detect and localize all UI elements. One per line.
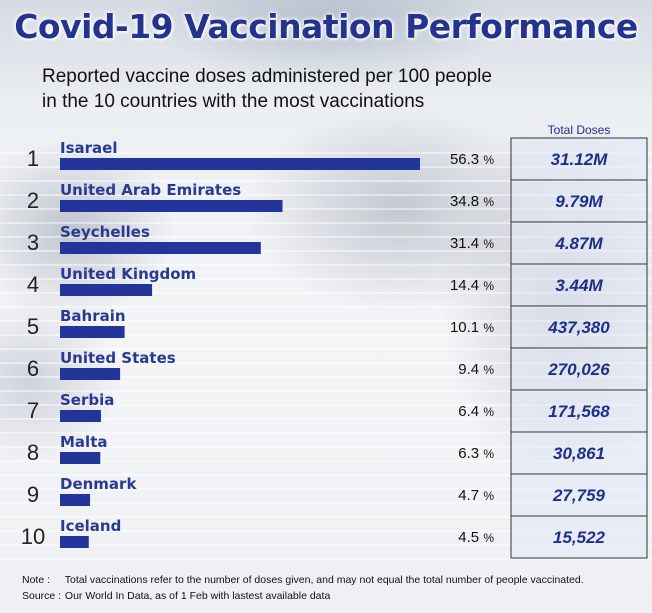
country-label: United Kingdom <box>60 265 196 283</box>
bar <box>60 410 101 422</box>
source-line: Source : Our World In Data, as of 1 Feb … <box>22 587 647 605</box>
total-doses-value: 437,380 <box>547 318 610 337</box>
rank-number: 9 <box>27 482 39 507</box>
note-line: Note : Total vaccinations refer to the n… <box>22 571 647 589</box>
country-label: Serbia <box>60 391 114 409</box>
percent-sign: % <box>483 321 494 335</box>
bar <box>60 158 420 170</box>
country-label: Bahrain <box>60 307 126 325</box>
note-label: Note : <box>22 574 51 586</box>
country-label: Malta <box>60 433 107 451</box>
value-label: 4.5 % <box>458 529 494 546</box>
page-title: Covid-19 Vaccination Performance <box>14 7 638 46</box>
value-label: 6.3 % <box>458 445 494 462</box>
subtitle-line-1: Reported vaccine doses administered per … <box>42 66 492 87</box>
country-label: Iceland <box>60 517 121 535</box>
bar <box>60 200 283 212</box>
rank-number: 10 <box>21 524 45 549</box>
percent-sign: % <box>483 153 494 167</box>
total-doses-value: 270,026 <box>547 360 610 379</box>
rank-number: 7 <box>27 398 39 423</box>
value-label: 56.3 % <box>450 151 494 168</box>
chart-subtitle: Reported vaccine doses administered per … <box>42 64 642 114</box>
total-doses-value: 3.44M <box>555 276 603 295</box>
value-label: 9.4 % <box>458 361 494 378</box>
rank-number: 6 <box>27 356 39 381</box>
rank-number: 5 <box>27 314 39 339</box>
bar <box>60 368 121 380</box>
percent-sign: % <box>483 531 494 545</box>
total-doses-value: 31.12M <box>551 150 609 169</box>
total-doses-value: 27,759 <box>552 486 606 505</box>
total-doses-value: 9.79M <box>555 192 603 211</box>
total-doses-value: 4.87M <box>554 234 603 253</box>
source-text: Our World In Data, as of 1 Feb with last… <box>64 590 331 602</box>
value-label: 14.4 % <box>450 277 494 294</box>
note-text: Total vaccinations refer to the number o… <box>64 574 584 586</box>
value-label: 6.4 % <box>458 403 494 420</box>
percent-sign: % <box>483 195 494 209</box>
rank-number: 4 <box>27 272 39 297</box>
country-label: United States <box>60 349 176 367</box>
bar <box>60 452 101 464</box>
rank-number: 2 <box>27 188 39 213</box>
source-label: Source : <box>22 590 62 602</box>
subtitle-line-2: in the 10 countries with the most vaccin… <box>42 91 425 112</box>
value-label: 4.7 % <box>458 487 494 504</box>
value-label: 34.8 % <box>450 193 494 210</box>
percent-sign: % <box>483 405 494 419</box>
percent-sign: % <box>483 447 494 461</box>
footnotes: Note : Total vaccinations refer to the n… <box>22 571 647 605</box>
rank-number: 1 <box>27 146 39 171</box>
total-doses-header: Total Doses <box>548 123 611 137</box>
value-label: 10.1 % <box>450 319 494 336</box>
value-label: 31.4 % <box>450 235 494 252</box>
bar <box>60 284 153 296</box>
country-label: Isarael <box>60 139 117 157</box>
country-label: United Arab Emirates <box>60 181 241 199</box>
bar <box>60 494 91 506</box>
bar <box>60 326 125 338</box>
country-label: Denmark <box>60 475 137 493</box>
bar <box>60 242 261 254</box>
bar <box>60 536 89 548</box>
percent-sign: % <box>483 279 494 293</box>
total-doses-value: 15,522 <box>553 528 606 547</box>
rank-number: 8 <box>27 440 39 465</box>
rank-number: 3 <box>27 230 39 255</box>
percent-sign: % <box>483 237 494 251</box>
country-label: Seychelles <box>60 223 150 241</box>
total-doses-value: 171,568 <box>548 402 610 421</box>
percent-sign: % <box>483 489 494 503</box>
total-doses-value: 30,861 <box>553 444 605 463</box>
percent-sign: % <box>483 363 494 377</box>
